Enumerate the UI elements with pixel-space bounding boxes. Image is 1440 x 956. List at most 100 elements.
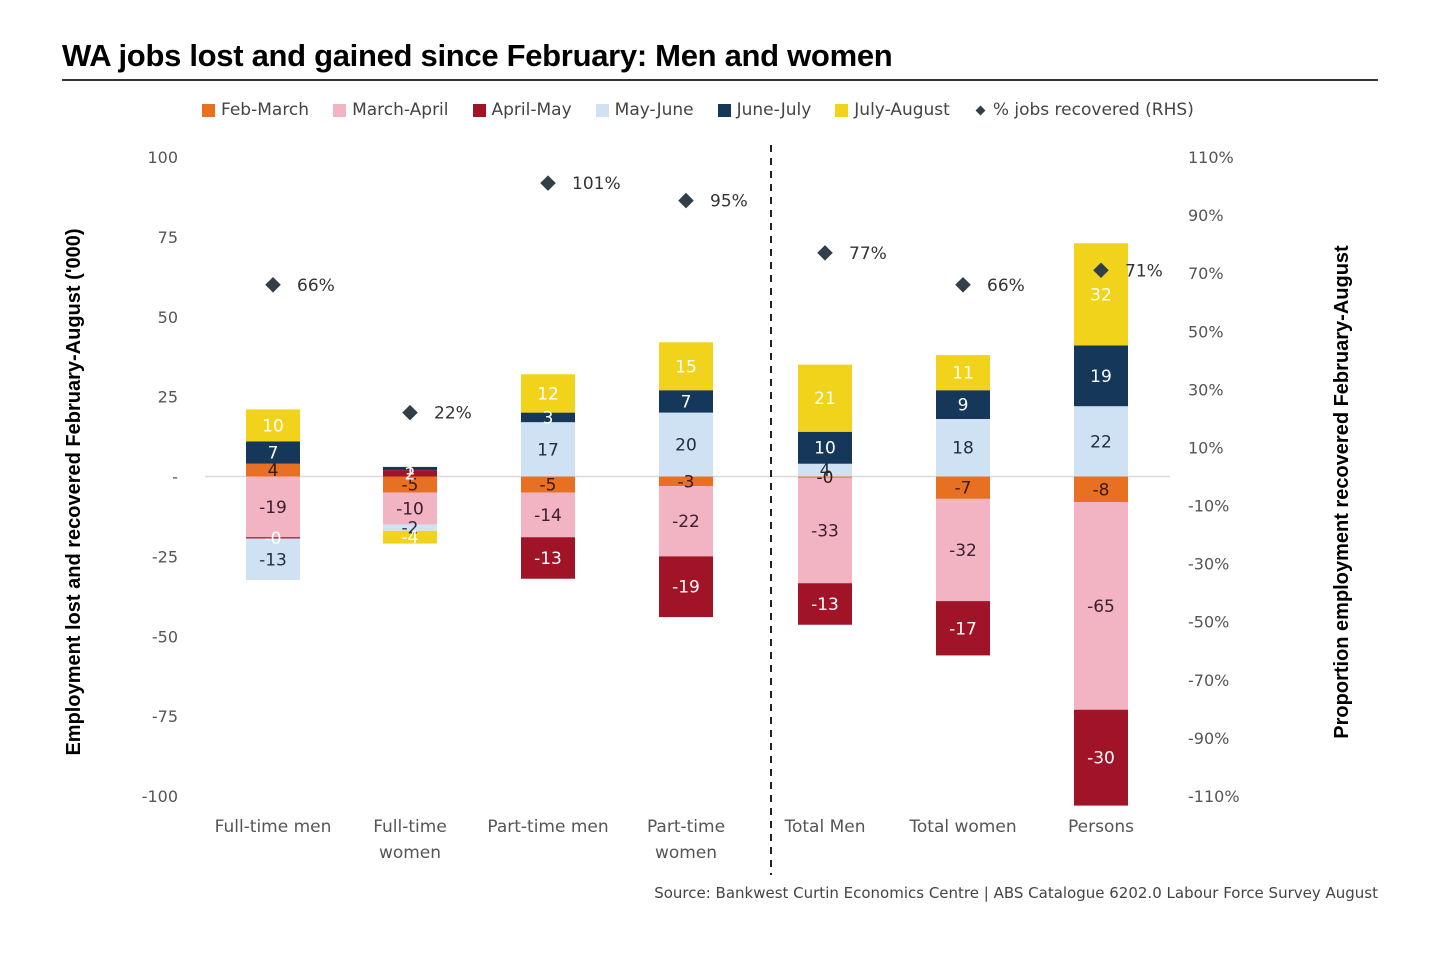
segment-value-label: -19: [259, 498, 287, 518]
x-category-label: Full-time men: [215, 817, 332, 837]
segment-value-label: -8: [1093, 480, 1110, 500]
bar-segment-feb-march: [521, 476, 575, 493]
bar-segment-june-july: [246, 441, 300, 464]
y2-tick-label: -50%: [1188, 613, 1229, 632]
bar-segment-feb-march: [246, 463, 300, 477]
bar-segment-april-may: [246, 537, 300, 539]
segment-value-label: -7: [955, 479, 972, 499]
bar-segment-may-june: [383, 524, 437, 531]
bar-segment-march-april: [521, 492, 575, 538]
recovered-diamond-marker: [1093, 262, 1109, 279]
segment-value-label: -0: [265, 529, 282, 549]
segment-value-label: -0: [817, 468, 834, 488]
recovered-diamond-marker: [540, 175, 556, 191]
legend-label: % jobs recovered (RHS): [992, 100, 1194, 120]
y2-tick-label: 30%: [1188, 380, 1224, 399]
bar-segment-may-june: [659, 412, 713, 477]
bar-segment-feb-march: [659, 476, 713, 487]
segment-value-label: 12: [537, 384, 559, 404]
recovered-percent-label: 95%: [710, 192, 748, 212]
recovered-markers: 66% 22% 101% 95% 77% 66% 71%: [265, 174, 1163, 424]
legend-item-july-august: July-August: [835, 100, 950, 120]
bar-segment-april-may: [521, 537, 575, 579]
segment-value-label: 18: [952, 439, 974, 459]
y2-tick-label: -110%: [1188, 787, 1240, 806]
y-tick-label: 25: [158, 388, 178, 407]
legend-label: June-July: [736, 100, 812, 120]
segment-value-label: -10: [396, 499, 424, 519]
bar-segment-june-july: [659, 390, 713, 413]
bar-segment-march-april: [798, 477, 852, 584]
segment-value-label: 21: [814, 389, 836, 409]
bar-segment-june-july: [383, 466, 437, 471]
segment-value-label: -5: [402, 475, 419, 495]
legend-swatch-feb-march: [202, 103, 215, 117]
bar-segment-july-august: [383, 530, 437, 544]
legend-item-march-april: March-April: [333, 100, 449, 120]
y-tick-label: -25: [152, 547, 178, 566]
bar-segment-may-june: [798, 463, 852, 477]
x-category-label: Part-time women: [647, 817, 725, 863]
segment-value-label: 10: [262, 416, 284, 436]
segment-value-label: 7: [268, 444, 279, 464]
bar-segment-april-may: [798, 583, 852, 625]
segment-value-label: 11: [952, 364, 974, 384]
segment-value-label: -65: [1087, 597, 1115, 617]
bar-segment-july-august: [936, 355, 990, 391]
segment-value-label: -3: [678, 472, 695, 492]
x-category-label-line: women: [379, 843, 441, 863]
y-axis-right: 110% 90% 70% 50% 30% 10% -10% -30% -50% -70% -90% -…: [1188, 148, 1240, 806]
recovered-percent-label: 66%: [987, 276, 1025, 296]
legend-swatch-june-july: [717, 103, 731, 117]
y-tick-label: -50: [152, 627, 178, 646]
segment-value-label: 15: [675, 357, 697, 377]
y2-tick-label: -10%: [1188, 497, 1229, 516]
segment-value-label: -2: [402, 519, 419, 539]
segment-value-label: 22: [1090, 432, 1112, 452]
segment-value-label: 17: [537, 440, 559, 460]
bar-segment-may-june: [521, 422, 575, 477]
bar-segment-july-august: [521, 374, 575, 413]
legend-swatch-april-may: [472, 103, 486, 117]
bar-segment-feb-march: [383, 476, 437, 493]
segment-value-label: -4: [402, 528, 419, 548]
legend-label: Feb-March: [221, 100, 310, 120]
x-category-label-line: Persons: [1068, 817, 1134, 837]
recovered-diamond-marker: [955, 277, 971, 293]
x-category-label: Persons: [1068, 817, 1134, 837]
y2-tick-label: -70%: [1188, 671, 1229, 690]
y2-tick-label: -30%: [1188, 555, 1229, 574]
legend-item-june-july: June-July: [717, 100, 812, 120]
source-note: Source: Bankwest Curtin Economics Centre…: [654, 884, 1378, 902]
segment-value-label: 4: [268, 461, 279, 481]
recovered-diamond-marker: [265, 277, 281, 293]
legend-label: May-June: [614, 100, 694, 120]
bar-segment-april-may: [1074, 709, 1128, 806]
segment-value-label: 19: [1090, 367, 1112, 387]
y-tick-label: -: [172, 468, 178, 487]
x-category-label-line: Total women: [908, 817, 1016, 837]
segment-value-label: -5: [540, 475, 557, 495]
bar-segment-feb-march: [798, 476, 852, 478]
bar-segment-feb-march: [936, 476, 990, 499]
segment-value-label: 10: [814, 439, 836, 459]
x-category-label-line: Full-time men: [215, 817, 332, 837]
bar-segment-july-august: [798, 364, 852, 432]
x-axis-category-labels: Full-time men Full-time women Part-time men…: [215, 817, 1135, 863]
segment-value-label: 9: [958, 396, 969, 416]
recovered-percent-label: 22%: [434, 404, 472, 424]
segment-value-label: 3: [543, 408, 554, 428]
x-category-label: Total Men: [783, 817, 865, 837]
y-axis-right-title: Proportion employment recovered February…: [1331, 245, 1353, 739]
segment-value-label: -14: [534, 506, 562, 526]
legend-item-april-may: April-May: [472, 100, 572, 120]
segment-value-label: -13: [259, 550, 287, 570]
segment-value-label: 2: [405, 464, 416, 484]
bar-segment-july-august: [659, 342, 713, 391]
x-category-label-line: Part-time men: [487, 817, 608, 837]
segment-value-label: -33: [811, 521, 839, 541]
y2-tick-label: 110%: [1188, 148, 1234, 167]
segment-value-label: -17: [949, 619, 977, 639]
bar-segment-march-april: [383, 492, 437, 525]
